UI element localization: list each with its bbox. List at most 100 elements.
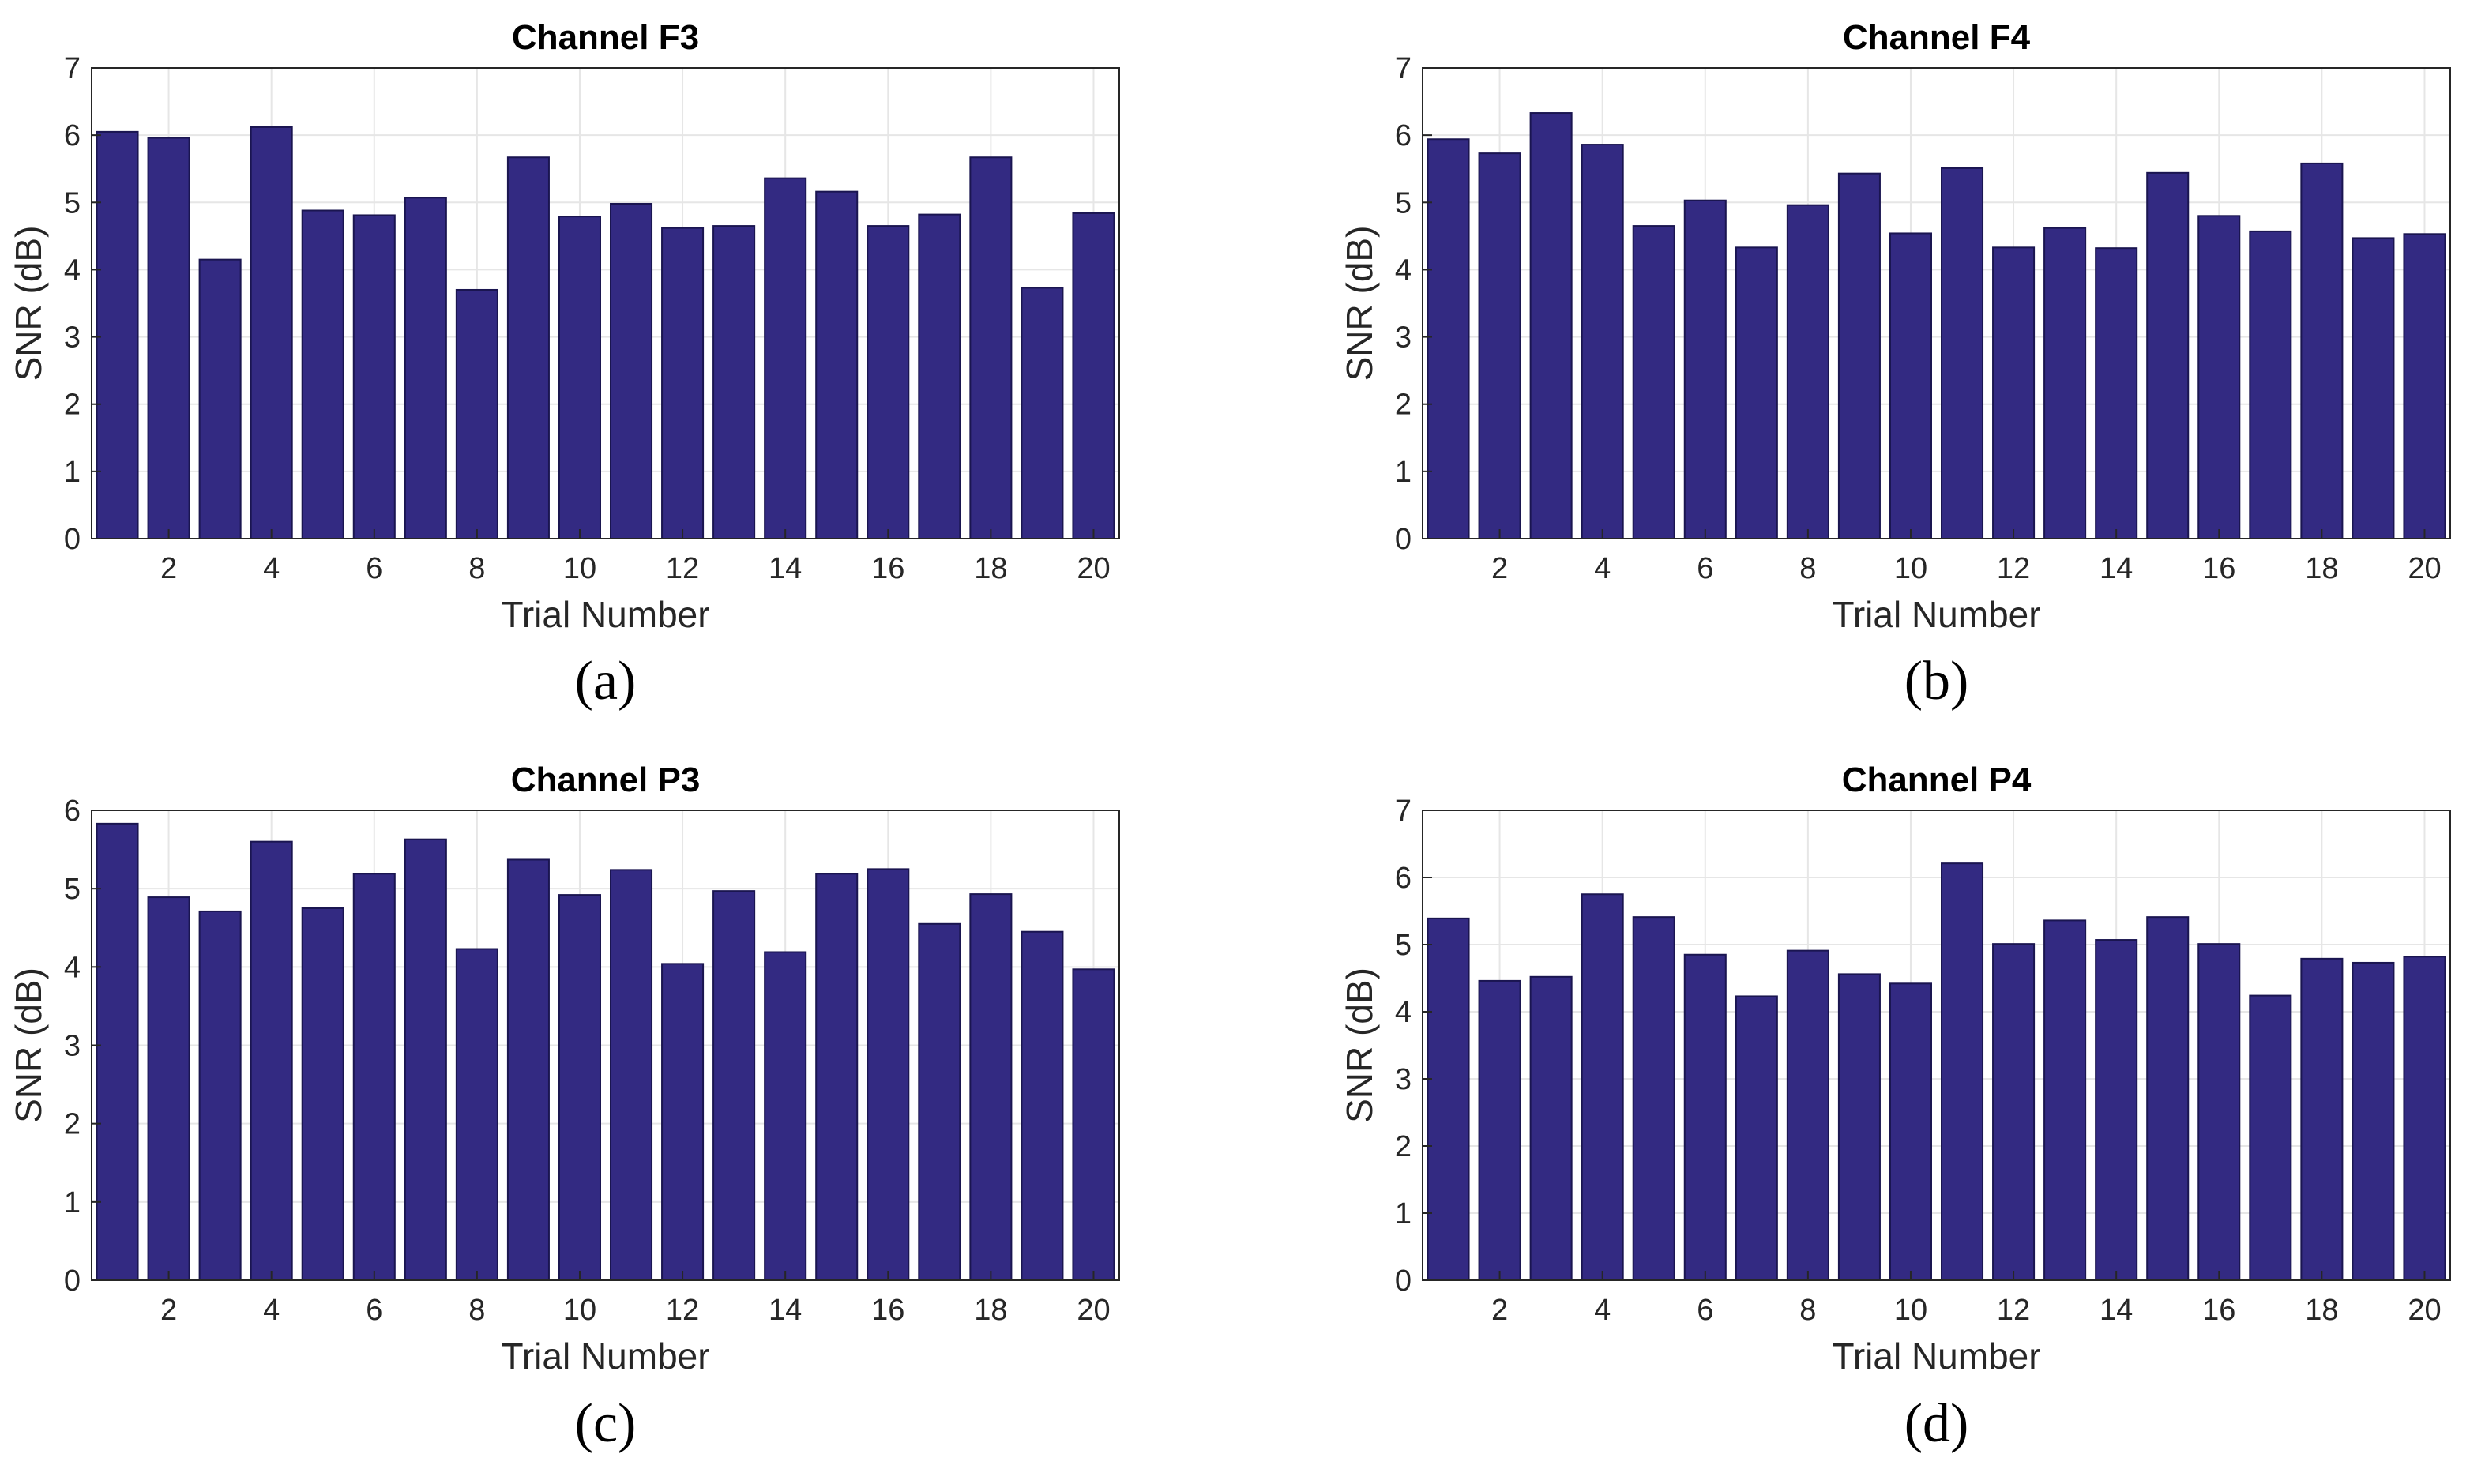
chart-title: Channel P3 (511, 761, 701, 799)
bar-trial-6 (1683, 953, 1727, 1281)
y-axis-label: SNR (dB) (8, 226, 49, 381)
bar-trial-6 (1683, 199, 1727, 540)
x-tick-label: 12 (1997, 552, 2030, 585)
y-tick-label: 4 (64, 951, 81, 984)
bar-trial-8 (455, 288, 498, 539)
bar-trial-2 (1478, 979, 1521, 1282)
bar-trial-13 (712, 225, 756, 539)
y-tick-label: 1 (64, 456, 81, 489)
bar-trial-17 (918, 213, 961, 539)
bar-trial-8 (1786, 204, 1829, 539)
x-tick-label: 14 (2100, 1294, 2133, 1327)
x-tick-label: 6 (1697, 1294, 1713, 1327)
bar-trial-20 (2403, 956, 2446, 1282)
bar-trial-13 (2043, 227, 2087, 539)
x-tick-label: 16 (871, 552, 904, 585)
y-tick-label: 0 (1395, 1264, 1412, 1298)
x-tick-label: 16 (871, 1294, 904, 1327)
x-tick-label: 2 (160, 552, 177, 585)
x-axis-label: Trial Number (501, 1336, 709, 1377)
x-tick-label: 12 (666, 552, 699, 585)
bar-trial-4 (1581, 144, 1624, 539)
bar-trial-14 (764, 177, 807, 540)
bar-trial-16 (2197, 943, 2241, 1282)
bar-trial-12 (661, 227, 705, 539)
panel-caption: (c) (575, 1393, 637, 1454)
bar-trial-3 (198, 910, 242, 1282)
bar-trial-11 (1941, 167, 1984, 539)
bar-trial-10 (558, 894, 601, 1281)
y-axis-label: SNR (dB) (1339, 967, 1380, 1123)
y-tick-label: 2 (1395, 389, 1412, 422)
bar-trial-7 (404, 197, 447, 539)
bar-trial-15 (815, 873, 859, 1281)
bar-trial-12 (1992, 943, 2036, 1282)
bar-trial-18 (2300, 162, 2344, 539)
bar-trial-11 (610, 869, 653, 1282)
y-tick-label: 3 (64, 321, 81, 355)
bar-trial-11 (1941, 862, 1984, 1281)
bar-trial-4 (1581, 893, 1624, 1281)
y-axis-label: SNR (dB) (1339, 226, 1380, 381)
x-tick-label: 16 (2202, 552, 2235, 585)
chart-title: Channel F4 (1843, 18, 2031, 57)
bar-trial-17 (2249, 230, 2292, 539)
x-tick-label: 4 (263, 1294, 280, 1327)
bar-trial-16 (867, 868, 910, 1281)
x-tick-label: 8 (1799, 552, 1816, 585)
bar-trial-5 (301, 209, 344, 539)
x-tick-label: 10 (563, 1294, 596, 1327)
bar-trial-13 (2043, 919, 2087, 1282)
x-tick-label: 8 (1799, 1294, 1816, 1327)
y-tick-label: 4 (1395, 996, 1412, 1029)
x-tick-label: 20 (2408, 1294, 2441, 1327)
bar-trial-2 (147, 896, 190, 1281)
x-tick-label: 2 (1491, 552, 1508, 585)
bar-trial-5 (1632, 916, 1675, 1282)
plot-area (1423, 810, 2450, 1280)
bar-trial-20 (2403, 233, 2446, 539)
bar-trial-18 (969, 156, 1013, 540)
x-tick-label: 4 (1594, 552, 1611, 585)
y-tick-label: 6 (64, 795, 81, 828)
x-tick-label: 2 (1491, 1294, 1508, 1327)
x-tick-label: 2 (160, 1294, 177, 1327)
bar-trial-1 (1427, 138, 1470, 539)
bar-trial-11 (610, 202, 653, 539)
panel-caption: (a) (575, 651, 637, 712)
bar-trial-2 (1478, 152, 1521, 539)
bar-trial-10 (1889, 232, 1932, 539)
bar-trial-20 (1072, 968, 1115, 1282)
y-tick-label: 1 (1395, 1197, 1412, 1230)
y-tick-label: 3 (64, 1030, 81, 1063)
bar-trial-10 (1889, 982, 1932, 1282)
y-tick-label: 6 (1395, 119, 1412, 152)
bar-trial-12 (1992, 246, 2036, 539)
bar-trial-13 (712, 890, 756, 1282)
x-tick-label: 10 (1894, 1294, 1927, 1327)
bar-trial-7 (1735, 995, 1778, 1281)
bar-trial-5 (301, 907, 344, 1282)
bar-trial-15 (815, 190, 859, 539)
x-tick-label: 8 (468, 552, 485, 585)
y-tick-label: 2 (64, 1108, 81, 1141)
bar-trial-16 (867, 225, 910, 539)
y-tick-label: 6 (64, 119, 81, 152)
y-tick-label: 5 (1395, 186, 1412, 220)
x-tick-label: 18 (2305, 552, 2338, 585)
bar-trial-5 (1632, 225, 1675, 539)
panel-caption: (d) (1904, 1393, 1969, 1454)
bar-trial-3 (198, 258, 242, 539)
x-tick-label: 4 (1594, 1294, 1611, 1327)
bar-trial-8 (1786, 949, 1829, 1282)
y-axis-label: SNR (dB) (8, 967, 49, 1123)
x-tick-label: 16 (2202, 1294, 2235, 1327)
x-tick-label: 18 (974, 552, 1007, 585)
x-tick-label: 4 (263, 552, 280, 585)
bar-trial-9 (506, 858, 550, 1281)
y-tick-label: 2 (64, 389, 81, 422)
y-tick-label: 5 (64, 873, 81, 906)
